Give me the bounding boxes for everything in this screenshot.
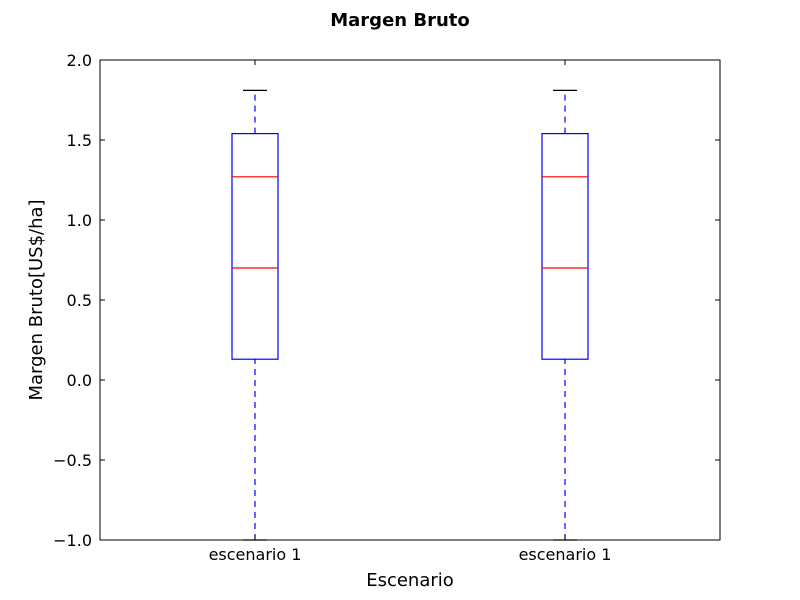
y-tick-label: 2.0 — [67, 51, 92, 70]
tick-marks — [100, 59, 720, 541]
box-2 — [541, 89, 589, 541]
box-iqr — [541, 133, 589, 360]
y-tick-label: 1.5 — [67, 131, 92, 150]
y-tick-label: −1.0 — [53, 531, 92, 550]
chart-title: Margen Bruto — [330, 10, 470, 31]
plot-frame — [99, 59, 721, 541]
box-iqr — [231, 133, 279, 360]
box-1 — [231, 89, 279, 541]
x-tick-labels: escenario 1 escenario 1 — [209, 545, 612, 564]
y-tick-label: 0.0 — [67, 371, 92, 390]
x-tick-label: escenario 1 — [209, 545, 302, 564]
y-tick-label: −0.5 — [53, 451, 92, 470]
x-tick-label: escenario 1 — [519, 545, 612, 564]
y-tick-label: 1.0 — [67, 211, 92, 230]
y-tick-label: 0.5 — [67, 291, 92, 310]
x-axis-label: Escenario — [366, 570, 454, 591]
y-axis-label: Margen Bruto[US$/ha] — [26, 199, 47, 400]
plot-content — [231, 89, 589, 541]
y-tick-labels: −1.0 −0.5 0.0 0.5 1.0 1.5 2.0 — [53, 51, 92, 550]
